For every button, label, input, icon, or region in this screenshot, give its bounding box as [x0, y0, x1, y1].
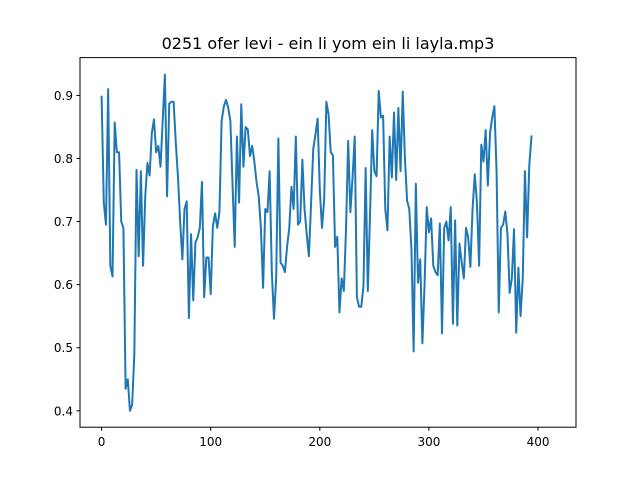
- y-tick-label: 0.8: [54, 152, 73, 166]
- y-tick-label: 0.5: [54, 341, 73, 355]
- y-tick-label: 0.7: [54, 215, 73, 229]
- x-tick-label: 100: [199, 435, 222, 449]
- series-line: [100, 73, 533, 412]
- plot-area: [100, 73, 533, 412]
- x-tick-label: 200: [308, 435, 331, 449]
- y-tick-label: 0.6: [54, 278, 73, 292]
- axes-frame: [79, 57, 577, 428]
- y-tick-label: 0.4: [54, 404, 73, 418]
- y-tick-label: 0.9: [54, 89, 73, 103]
- x-tick-label: 400: [527, 435, 550, 449]
- x-tick-label: 0: [98, 435, 106, 449]
- chart-title: 0251 ofer levi - ein li yom ein li layla…: [162, 34, 495, 53]
- y-axis: 0.4 0.5 0.6 0.7 0.8 0.9: [54, 89, 80, 418]
- x-tick-label: 300: [417, 435, 440, 449]
- x-axis: 0 100 200 300 400: [98, 427, 550, 449]
